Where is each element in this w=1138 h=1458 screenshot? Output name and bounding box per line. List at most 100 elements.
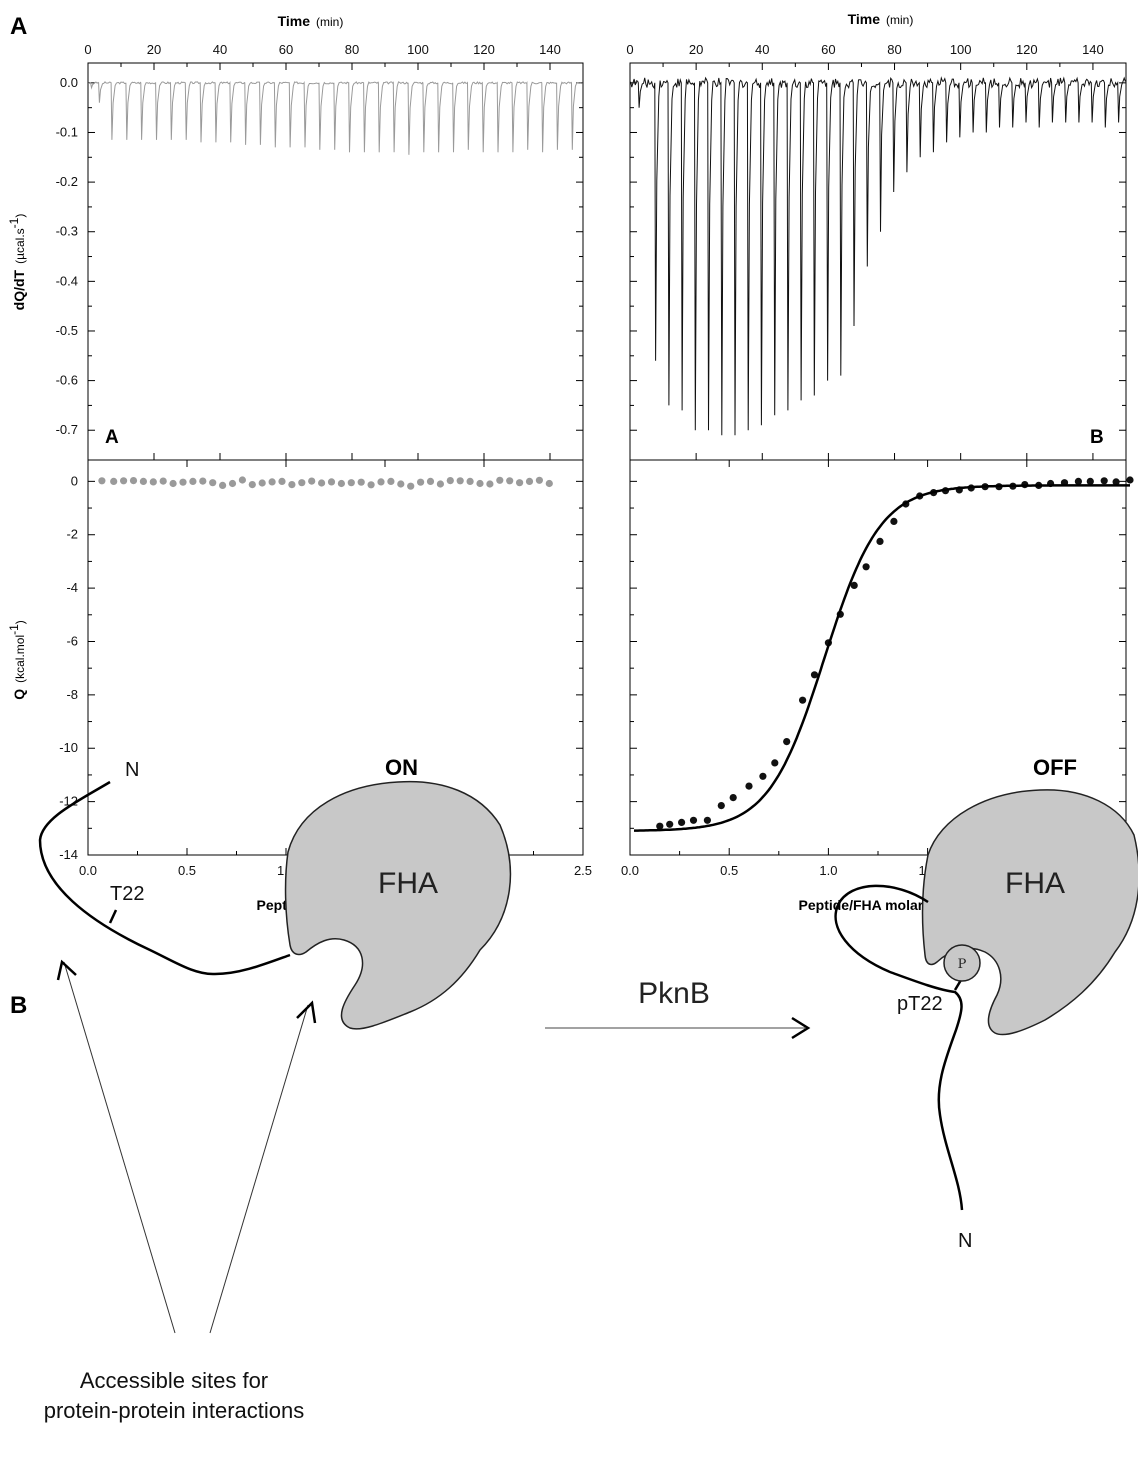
phosphate-circle: [943, 944, 981, 982]
data-point: [377, 478, 385, 486]
site-arrow-left: [63, 961, 176, 1334]
x-tick-label: 2.5: [574, 863, 592, 878]
data-point: [1074, 477, 1082, 485]
data-point: [678, 818, 686, 827]
data-point: [278, 477, 286, 485]
data-point: [110, 477, 118, 485]
data-point: [129, 477, 138, 485]
data-point: [327, 478, 336, 486]
data-point: [228, 479, 237, 488]
x-tick-label: 60: [821, 42, 835, 57]
y-axis-title-q: Q(kcal.mol-1): [7, 620, 27, 700]
x-tick-label: 0.5: [720, 863, 738, 878]
data-point: [486, 480, 494, 488]
pknb-arrowhead: [791, 1016, 811, 1040]
data-point: [717, 802, 725, 810]
data-point: [347, 479, 355, 487]
data-point: [745, 782, 753, 790]
pknb-label: PknB: [638, 977, 710, 1010]
y-tick-label: -0.1: [56, 124, 78, 139]
x-axis-title-time-a: Time: [278, 13, 311, 29]
y-tick-label: -0.5: [56, 323, 78, 338]
data-point: [446, 477, 454, 485]
data-point: [238, 476, 246, 484]
data-point: [189, 477, 197, 485]
y-tick-label: 0.0: [60, 75, 78, 90]
data-point: [1112, 478, 1120, 486]
x-axis-title-ratio-b: Peptide/FHA molar ratio: [799, 897, 958, 913]
phosphate-label: P: [958, 957, 967, 972]
caption-line-1: Accessible sites for: [80, 1368, 268, 1393]
peptide-chain-off: [834, 884, 964, 1211]
x-axis-unit-time-b: (min): [886, 13, 913, 27]
x-axis-unit-time-a: (min): [316, 15, 343, 29]
x-tick-label: 1.0: [819, 863, 837, 878]
data-point: [689, 816, 698, 824]
data-point: [258, 479, 266, 487]
data-point: [1100, 477, 1108, 485]
data-point: [169, 479, 177, 488]
data-point: [417, 478, 425, 486]
data-point: [318, 479, 326, 487]
x-tick-label: 0.5: [178, 863, 196, 878]
fit-curve: [634, 484, 1130, 832]
data-point: [337, 479, 345, 488]
y-tick-label: -6: [66, 633, 78, 648]
data-point: [666, 820, 674, 828]
data-point: [436, 480, 444, 488]
data-point: [367, 481, 375, 489]
y-tick-label: -4: [66, 580, 78, 595]
panel-label-b: B: [10, 992, 27, 1019]
data-point: [703, 816, 712, 824]
x-tick-label: 80: [345, 42, 359, 57]
data-point: [862, 563, 870, 571]
caption-line-2: protein-protein interactions: [44, 1398, 304, 1423]
data-point: [209, 479, 217, 487]
fha-label-off: FHA: [1005, 867, 1065, 900]
data-point: [810, 671, 819, 679]
data-point: [219, 481, 227, 489]
data-point: [268, 478, 276, 486]
data-point: [426, 477, 435, 485]
x-tick-label: 100: [407, 42, 429, 57]
y-tick-label: -10: [59, 740, 78, 755]
x-tick-label: 20: [147, 42, 161, 57]
data-point: [199, 477, 207, 485]
y-tick-label: -8: [66, 687, 78, 702]
data-point: [407, 482, 415, 490]
data-point: [466, 477, 474, 485]
data-point: [1126, 476, 1134, 484]
data-point: [729, 794, 737, 802]
pt22-label: pT22: [897, 993, 943, 1015]
data-point: [476, 479, 484, 488]
x-tick-label: 60: [279, 42, 293, 57]
x-tick-label: 140: [539, 42, 561, 57]
data-point: [120, 477, 128, 485]
x-tick-label: 100: [950, 42, 972, 57]
x-tick-label: 0: [84, 42, 91, 57]
data-point: [799, 696, 807, 704]
data-point: [759, 772, 767, 780]
data-point: [387, 477, 395, 485]
fha-diagram: N T22 FHA ON PknB OFF FHA pT22 P N Acces…: [38, 755, 1138, 1423]
x-tick-label: 20: [689, 42, 703, 57]
data-point: [308, 477, 316, 485]
thermogram-trace: [630, 76, 1126, 436]
x-tick-label: 40: [213, 42, 227, 57]
data-point: [1086, 477, 1094, 485]
data-point: [248, 481, 256, 489]
x-tick-label: 0: [626, 42, 633, 57]
data-point: [397, 480, 405, 488]
y-tick-label: -0.4: [56, 273, 78, 288]
y-axis-title-dqdt: dQ/dT(µcal.s-1): [7, 214, 27, 311]
x-tick-label: 140: [1082, 42, 1104, 57]
x-tick-label: 0.0: [621, 863, 639, 878]
n-terminus-label-on: N: [125, 759, 139, 781]
data-point: [876, 537, 884, 546]
data-point: [357, 478, 365, 486]
y-tick-label: -0.3: [56, 224, 78, 239]
fha-shape-on: [284, 780, 512, 1030]
data-point: [159, 477, 167, 485]
fha-shape-off: [921, 789, 1138, 1036]
